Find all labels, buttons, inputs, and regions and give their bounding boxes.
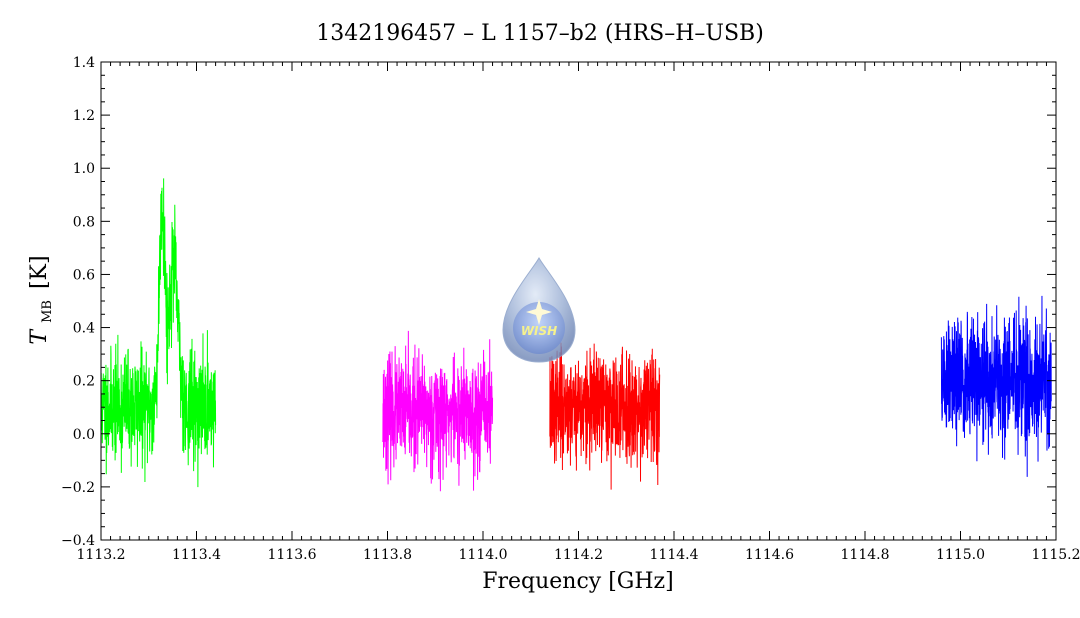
y-axis-label: T MB [K]	[27, 255, 57, 344]
svg-text:T MB [K]: T MB [K]	[27, 255, 57, 344]
star-icon	[526, 299, 552, 325]
y-tick-label: 1.0	[73, 161, 95, 177]
chart-title: 1342196457 – L 1157–b2 (HRS–H–USB)	[316, 21, 764, 46]
x-tick-label: 1114.0	[459, 547, 508, 563]
x-tick-label: 1113.2	[77, 547, 126, 563]
y-tick-label: 0.6	[73, 267, 95, 283]
y-tick-label: 0.2	[73, 374, 95, 390]
spectrum-series-3	[549, 342, 661, 490]
x-tick-label: 1113.4	[172, 547, 221, 563]
y-axis-label-main: T	[27, 328, 52, 345]
x-tick-label: 1114.8	[841, 547, 890, 563]
x-tick-label: 1114.4	[650, 547, 699, 563]
y-tick-label: 1.4	[73, 55, 95, 71]
x-tick-label: 1113.8	[363, 547, 412, 563]
x-tick-labels: 1113.2 1113.4 1113.6 1113.8 1114.0 1114.2 1114…	[77, 547, 1080, 563]
y-axis-label-unit: [K]	[27, 255, 52, 289]
x-tick-label: 1113.6	[268, 547, 317, 563]
y-axis-label-sub: MB	[40, 300, 55, 323]
x-tick-label: 1115.2	[1032, 547, 1080, 563]
y-tick-label: 0.8	[73, 214, 95, 230]
y-tick-labels: −0.4 −0.2 0.0 0.2 0.4 0.6 0.8 1.0 1.2 1.4	[61, 55, 95, 549]
drop-inner-icon	[513, 302, 565, 354]
y-tick-label: 1.2	[73, 108, 95, 124]
x-tick-label: 1114.6	[745, 547, 794, 563]
x-tick-label: 1114.2	[554, 547, 603, 563]
spectrum-series-4	[940, 295, 1052, 477]
spectrum-series-1	[100, 178, 217, 488]
wish-logo: WISH	[502, 256, 576, 363]
ticks-layer	[100, 61, 1057, 541]
plot-frame	[100, 61, 1057, 541]
series-layer	[100, 178, 1052, 492]
y-tick-label: 0.4	[73, 321, 95, 337]
x-tick-label: 1115.0	[936, 547, 985, 563]
spectrum-series-2	[382, 330, 494, 492]
y-tick-label: 0.0	[73, 427, 95, 443]
y-tick-label: −0.2	[61, 480, 95, 496]
logo-text: WISH	[521, 324, 557, 338]
x-axis-label: Frequency [GHz]	[482, 569, 674, 594]
y-tick-label: −0.4	[61, 533, 95, 549]
